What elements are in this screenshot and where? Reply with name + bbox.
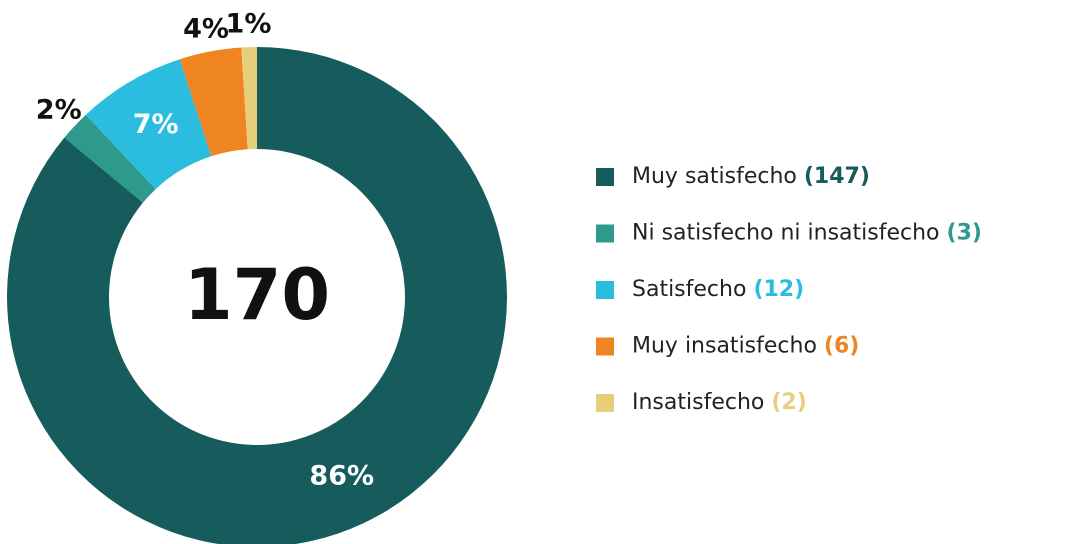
legend-count: (3) bbox=[947, 221, 982, 246]
legend-entry: Satisfecho (12) bbox=[632, 277, 804, 302]
center-total: 170 bbox=[184, 254, 330, 336]
legend-swatch bbox=[596, 168, 614, 186]
legend-swatch bbox=[596, 394, 614, 412]
slice-label: 7% bbox=[133, 109, 179, 140]
legend-label: Muy insatisfecho bbox=[632, 334, 817, 359]
legend-count: (12) bbox=[753, 277, 804, 302]
slice-label: 1% bbox=[226, 9, 272, 40]
legend-entry: Muy satisfecho (147) bbox=[632, 164, 870, 189]
donut-slice bbox=[64, 114, 156, 203]
legend-label: Ni satisfecho ni insatisfecho bbox=[632, 221, 940, 246]
legend-swatch bbox=[596, 337, 614, 356]
slice-label: 4% bbox=[183, 13, 229, 44]
slice-label: 2% bbox=[36, 94, 82, 125]
legend-entry: Insatisfecho (2) bbox=[632, 390, 807, 415]
legend-label: Muy satisfecho bbox=[632, 164, 797, 189]
legend-count: (6) bbox=[824, 334, 859, 359]
donut-slice bbox=[241, 47, 257, 150]
donut-slice bbox=[85, 59, 212, 190]
donut-slice bbox=[179, 47, 248, 157]
legend-count: (147) bbox=[804, 164, 870, 189]
legend-label: Satisfecho bbox=[632, 277, 746, 302]
legend-entry: Ni satisfecho ni insatisfecho (3) bbox=[632, 221, 982, 246]
legend-swatch bbox=[596, 281, 614, 299]
legend-label: Insatisfecho bbox=[632, 390, 764, 415]
donut-slice bbox=[7, 47, 507, 544]
legend-count: (2) bbox=[771, 390, 806, 415]
slice-label: 86% bbox=[309, 461, 374, 492]
legend-swatch bbox=[596, 224, 614, 243]
legend-entry: Muy insatisfecho (6) bbox=[632, 334, 859, 359]
